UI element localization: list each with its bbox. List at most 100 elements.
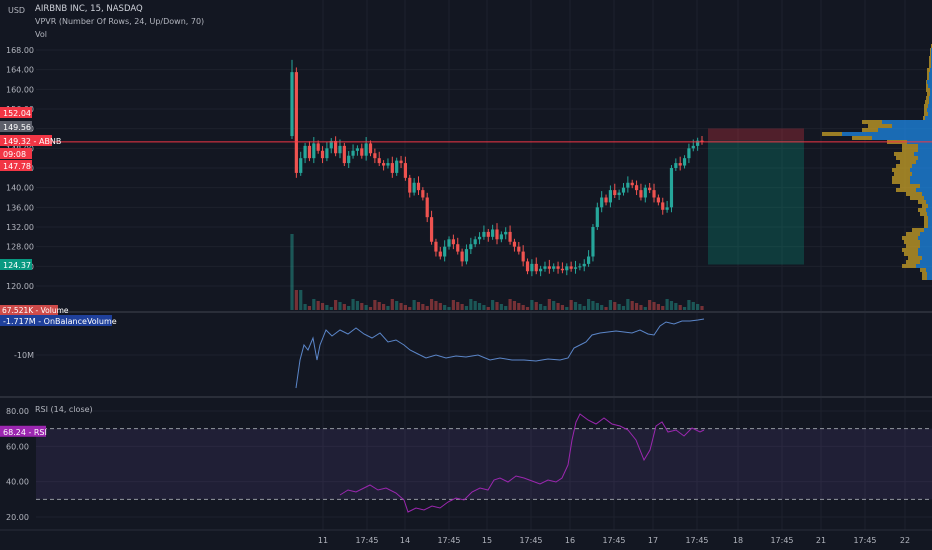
candle-body[interactable] — [521, 251, 525, 262]
candle-body[interactable] — [347, 155, 351, 164]
candle-body[interactable] — [552, 266, 556, 269]
candle-body[interactable] — [617, 192, 621, 196]
candle-body[interactable] — [648, 187, 652, 191]
candle-body[interactable] — [543, 266, 547, 269]
candle-body[interactable] — [512, 241, 517, 247]
candle-body[interactable] — [495, 229, 499, 240]
candle-body[interactable] — [294, 72, 298, 173]
candle-body[interactable] — [399, 160, 403, 164]
candle-body[interactable] — [525, 261, 530, 272]
candle-body[interactable] — [425, 197, 429, 218]
candle-body[interactable] — [682, 158, 687, 166]
candle-body[interactable] — [395, 160, 399, 173]
candle-body[interactable] — [460, 251, 464, 262]
candle-body[interactable] — [355, 148, 360, 151]
candle-body[interactable] — [608, 190, 613, 203]
candle-body[interactable] — [464, 249, 469, 262]
candle-body[interactable] — [329, 140, 333, 149]
obv-line[interactable] — [295, 318, 705, 389]
candlestick-series[interactable] — [290, 59, 704, 277]
candle-body[interactable] — [491, 229, 495, 237]
candle-body[interactable] — [325, 148, 329, 159]
candle-body[interactable] — [634, 185, 639, 191]
candle-body[interactable] — [534, 263, 538, 272]
candle-body[interactable] — [578, 266, 582, 268]
candle-body[interactable] — [447, 239, 451, 247]
candle-body[interactable] — [416, 182, 421, 191]
candle-body[interactable] — [700, 140, 704, 142]
candle-body[interactable] — [547, 266, 551, 269]
candle-body[interactable] — [630, 182, 634, 186]
candle-body[interactable] — [451, 239, 455, 245]
candle-body[interactable] — [508, 231, 512, 242]
candle-body[interactable] — [368, 143, 373, 154]
candle-body[interactable] — [360, 148, 364, 156]
position-target-zone[interactable] — [708, 128, 804, 141]
candle-body[interactable] — [386, 163, 390, 166]
candle-body[interactable] — [412, 182, 416, 193]
candle-body[interactable] — [674, 163, 678, 168]
candle-body[interactable] — [403, 163, 408, 178]
candle-body[interactable] — [381, 163, 386, 166]
candle-body[interactable] — [421, 190, 425, 198]
candle-body[interactable] — [530, 263, 534, 272]
obv-label[interactable]: -1.717M - OnBalanceVolume — [0, 315, 117, 326]
candle-body[interactable] — [408, 177, 412, 193]
candle-body[interactable] — [364, 143, 368, 156]
time-axis[interactable]: 11 17:45 14 17:45 15 17:45 16 17:45 17 17:45 18 17:… — [318, 536, 910, 545]
candle-body[interactable] — [569, 266, 573, 269]
candle-body[interactable] — [652, 190, 656, 198]
candle-body[interactable] — [342, 145, 346, 164]
short-position-tool[interactable] — [708, 128, 804, 265]
candle-body[interactable] — [434, 241, 438, 252]
candle-body[interactable] — [307, 145, 312, 159]
candle-body[interactable] — [303, 145, 307, 159]
candle-body[interactable] — [539, 268, 543, 272]
vol-legend[interactable]: Vol — [35, 30, 47, 39]
candle-body[interactable] — [351, 150, 355, 156]
candle-body[interactable] — [665, 207, 669, 210]
candle-body[interactable] — [517, 246, 521, 252]
candle-body[interactable] — [334, 140, 338, 154]
rsi-title[interactable]: RSI (14, close) — [35, 405, 93, 414]
candle-body[interactable] — [696, 140, 700, 146]
candle-body[interactable] — [621, 187, 626, 193]
candle-body[interactable] — [556, 266, 560, 269]
candle-body[interactable] — [482, 231, 486, 237]
candle-body[interactable] — [573, 267, 578, 269]
candle-body[interactable] — [582, 263, 586, 267]
candle-body[interactable] — [290, 72, 294, 137]
vpvr-legend[interactable]: VPVR (Number Of Rows, 24, Up/Down, 70) — [35, 17, 204, 26]
candle-body[interactable] — [443, 246, 447, 257]
candle-body[interactable] — [499, 234, 503, 240]
position-stop-zone[interactable] — [708, 140, 804, 265]
candle-body[interactable] — [504, 231, 508, 235]
candle-body[interactable] — [299, 158, 303, 173]
candle-body[interactable] — [687, 148, 691, 159]
rsi-axis[interactable]: 80.00 60.00 40.00 20.00 — [6, 407, 29, 522]
candle-body[interactable] — [613, 190, 617, 196]
candle-body[interactable] — [643, 187, 647, 198]
candle-body[interactable] — [438, 251, 442, 257]
candle-body[interactable] — [373, 153, 377, 159]
candle-body[interactable] — [377, 158, 381, 164]
candle-body[interactable] — [661, 202, 665, 210]
candle-body[interactable] — [312, 143, 316, 159]
candle-body[interactable] — [477, 236, 482, 240]
rsi-line[interactable] — [339, 413, 705, 513]
candle-body[interactable] — [473, 239, 477, 245]
candle-body[interactable] — [691, 145, 695, 149]
candle-body[interactable] — [565, 266, 569, 271]
candle-body[interactable] — [669, 168, 674, 208]
candle-body[interactable] — [604, 197, 608, 203]
candle-body[interactable] — [586, 256, 591, 264]
candle-body[interactable] — [678, 163, 682, 166]
candle-body[interactable] — [486, 231, 490, 237]
vpvr-profile[interactable] — [822, 44, 932, 280]
candle-body[interactable] — [560, 268, 565, 271]
candle-body[interactable] — [626, 182, 630, 188]
candle-body[interactable] — [390, 163, 394, 173]
candle-body[interactable] — [320, 150, 325, 159]
candle-body[interactable] — [338, 145, 342, 154]
